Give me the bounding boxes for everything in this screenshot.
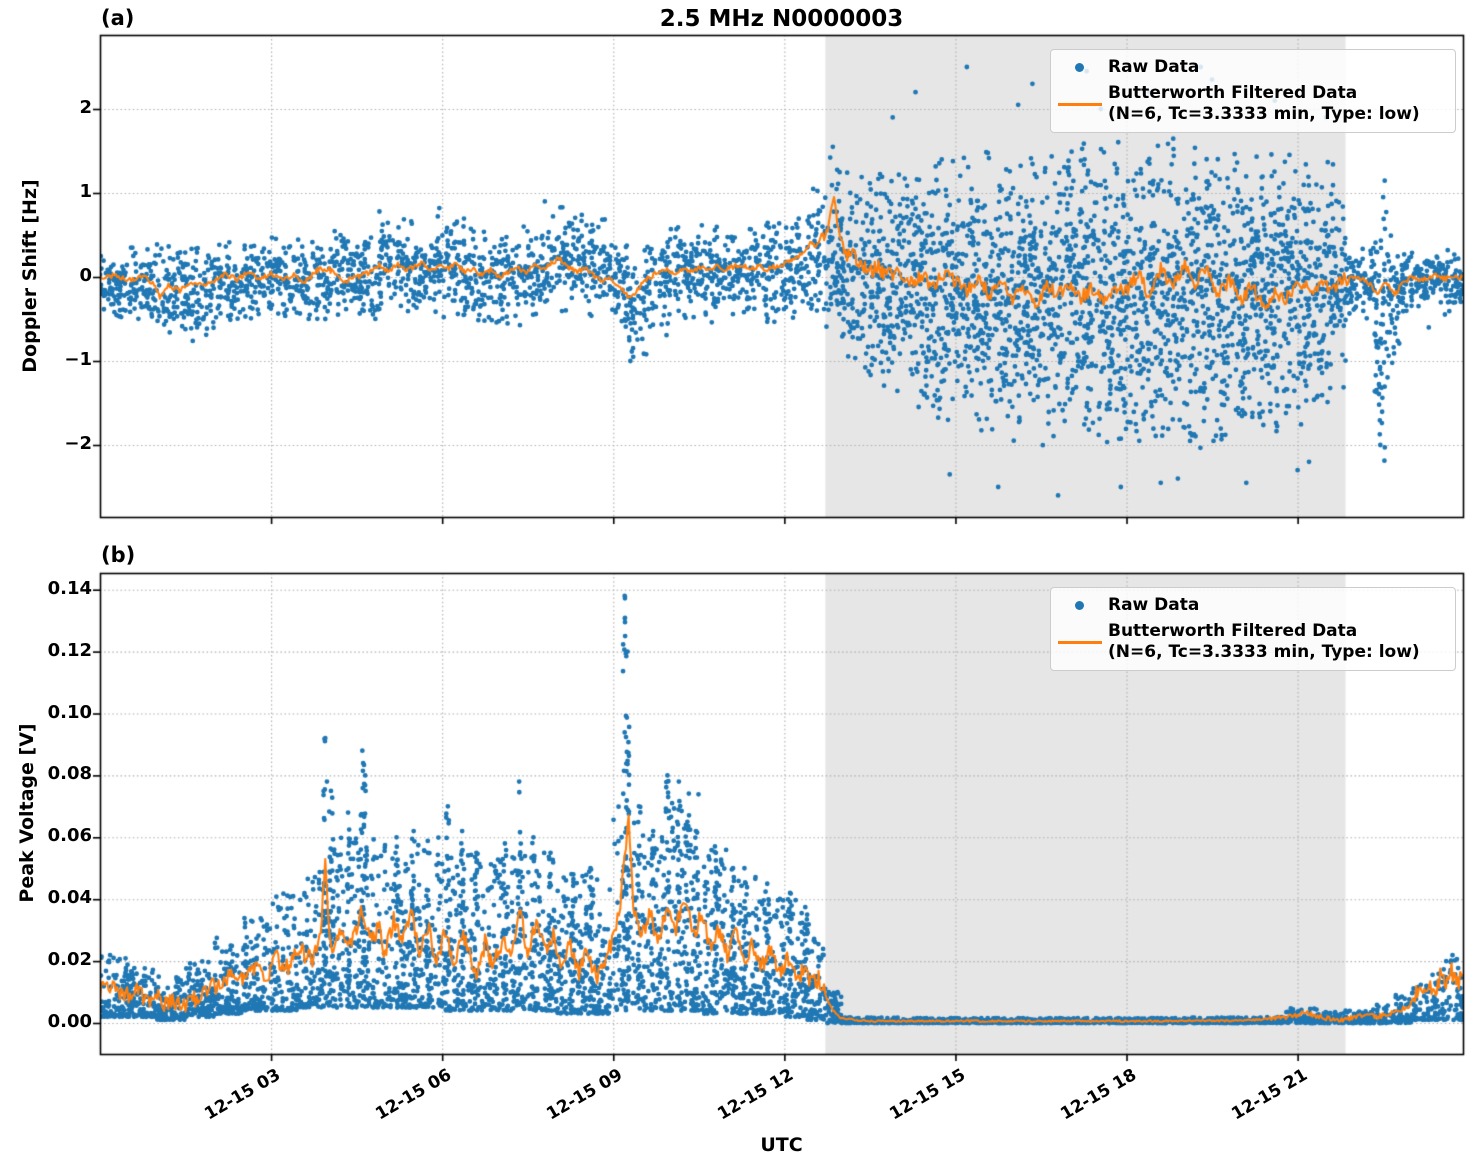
legend-entry-filtered: Butterworth Filtered Data (N=6, Tc=3.333… <box>1051 83 1447 125</box>
panel-b-ytick-label-7: 0.00 <box>47 1011 92 1032</box>
panel-a-legend: Raw Data Butterworth Filtered Data (N=6,… <box>1050 49 1456 133</box>
panel-a-ytick-label-0: 2 <box>79 97 92 118</box>
panel-a-ytick-label-1: 1 <box>79 181 92 202</box>
panel-b-ytick-label-5: 0.04 <box>47 887 92 909</box>
panel-b-ytick-label-6: 0.02 <box>47 949 92 971</box>
legend-entry-raw: Raw Data <box>1051 57 1447 78</box>
panel-a-ytick-label-4: −2 <box>64 433 92 454</box>
raw-data-marker-icon <box>1051 601 1108 610</box>
panel-a-ytick-label-2: 0 <box>79 265 92 286</box>
legend-filtered-label-line1: Butterworth Filtered Data <box>1108 83 1358 103</box>
legend-filtered-label-line2: (N=6, Tc=3.3333 min, Type: low) <box>1108 104 1420 124</box>
panel-b-legend: Raw Data Butterworth Filtered Data (N=6,… <box>1050 587 1456 671</box>
legend-filtered-label-line1: Butterworth Filtered Data <box>1108 621 1358 641</box>
legend-raw-label: Raw Data <box>1108 595 1200 615</box>
panel-b-ytick-label-4: 0.06 <box>47 825 92 847</box>
legend-entry-filtered: Butterworth Filtered Data (N=6, Tc=3.333… <box>1051 621 1447 663</box>
x-axis-label: UTC <box>760 1134 803 1156</box>
panel-a-tag: (a) <box>101 6 135 30</box>
filtered-line-marker-icon <box>1051 102 1108 106</box>
panel-b-ytick-label-0: 0.14 <box>47 577 92 599</box>
legend-entry-raw: Raw Data <box>1051 595 1447 616</box>
filtered-line-marker-icon <box>1051 640 1108 644</box>
legend-raw-label: Raw Data <box>1108 57 1200 77</box>
panel-b-ytick-label-3: 0.08 <box>47 763 92 785</box>
panel-b-ylabel: Peak Voltage [V] <box>16 723 38 903</box>
panel-b-tag: (b) <box>101 543 136 567</box>
chart-title: 2.5 MHz N0000003 <box>659 6 904 32</box>
raw-data-marker-icon <box>1051 63 1108 72</box>
panel-b-ytick-label-2: 0.10 <box>47 701 92 723</box>
panel-a-ytick-label-3: −1 <box>64 349 92 370</box>
legend-filtered-label-line2: (N=6, Tc=3.3333 min, Type: low) <box>1108 642 1420 662</box>
panel-b-ytick-label-1: 0.12 <box>47 639 92 661</box>
